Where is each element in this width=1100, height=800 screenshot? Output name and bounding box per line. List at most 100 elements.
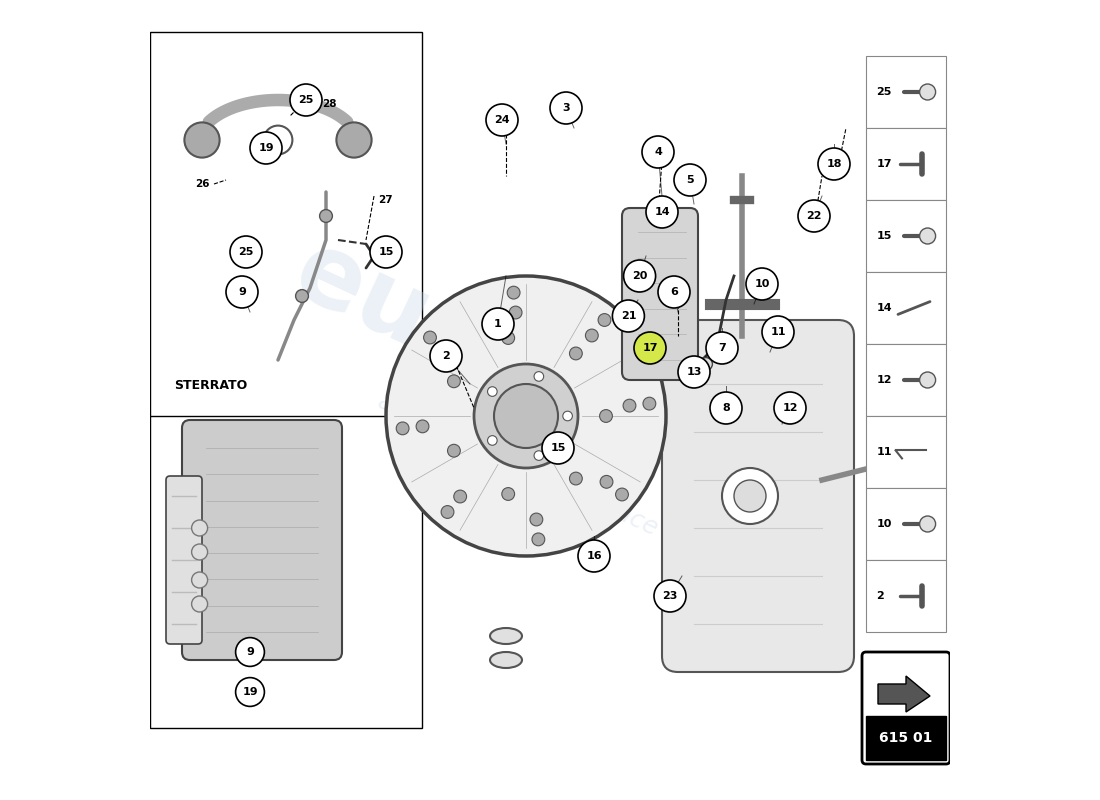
- Circle shape: [535, 372, 543, 382]
- Circle shape: [386, 276, 666, 556]
- Circle shape: [644, 398, 656, 410]
- Text: 5: 5: [686, 175, 694, 185]
- Text: 22: 22: [806, 211, 822, 221]
- Circle shape: [624, 260, 656, 292]
- FancyBboxPatch shape: [866, 56, 946, 128]
- Circle shape: [482, 308, 514, 340]
- Circle shape: [601, 475, 613, 488]
- Circle shape: [487, 386, 497, 396]
- Text: 15: 15: [378, 247, 394, 257]
- Text: 14: 14: [654, 207, 670, 217]
- Circle shape: [774, 392, 806, 424]
- Circle shape: [191, 544, 208, 560]
- Text: 2: 2: [877, 591, 884, 601]
- Circle shape: [563, 411, 572, 421]
- Text: europarts: europarts: [279, 223, 821, 545]
- FancyBboxPatch shape: [866, 488, 946, 560]
- Text: 20: 20: [631, 271, 647, 281]
- Text: 15: 15: [550, 443, 565, 453]
- Circle shape: [337, 122, 372, 158]
- Text: 1: 1: [494, 319, 502, 329]
- Circle shape: [874, 452, 898, 476]
- Text: 16: 16: [586, 551, 602, 561]
- Circle shape: [424, 331, 437, 344]
- Circle shape: [430, 340, 462, 372]
- Circle shape: [290, 84, 322, 116]
- Text: 21: 21: [620, 311, 636, 321]
- Text: 11: 11: [877, 447, 892, 457]
- Text: 28: 28: [322, 99, 337, 109]
- Ellipse shape: [490, 652, 522, 668]
- Circle shape: [191, 572, 208, 588]
- Circle shape: [509, 306, 522, 319]
- Circle shape: [502, 487, 515, 500]
- FancyBboxPatch shape: [150, 32, 422, 424]
- Circle shape: [226, 276, 258, 308]
- Text: 19: 19: [258, 143, 274, 153]
- Circle shape: [634, 332, 665, 364]
- Text: 27: 27: [378, 195, 393, 205]
- Circle shape: [616, 488, 628, 501]
- Circle shape: [722, 468, 778, 524]
- Circle shape: [598, 314, 611, 326]
- Text: 25: 25: [877, 87, 892, 97]
- FancyBboxPatch shape: [866, 200, 946, 272]
- Circle shape: [250, 132, 282, 164]
- Circle shape: [920, 516, 936, 532]
- Circle shape: [487, 436, 497, 446]
- Circle shape: [600, 410, 613, 422]
- Circle shape: [920, 228, 936, 244]
- Polygon shape: [878, 676, 930, 712]
- Text: 24: 24: [494, 115, 509, 125]
- Text: 17: 17: [642, 343, 658, 353]
- Text: 13: 13: [686, 367, 702, 377]
- Text: 615 01: 615 01: [879, 731, 933, 746]
- Ellipse shape: [498, 308, 658, 532]
- Circle shape: [570, 472, 582, 485]
- FancyBboxPatch shape: [166, 476, 202, 644]
- Circle shape: [486, 104, 518, 136]
- Circle shape: [658, 276, 690, 308]
- Text: 9: 9: [238, 287, 246, 297]
- Circle shape: [441, 506, 454, 518]
- Circle shape: [710, 392, 742, 424]
- Circle shape: [613, 300, 645, 332]
- Text: 9: 9: [246, 647, 254, 657]
- Circle shape: [320, 210, 332, 222]
- Circle shape: [646, 196, 678, 228]
- Circle shape: [746, 268, 778, 300]
- Circle shape: [623, 399, 636, 412]
- Text: 2: 2: [442, 351, 450, 361]
- FancyBboxPatch shape: [182, 420, 342, 660]
- FancyBboxPatch shape: [866, 128, 946, 200]
- Text: 25: 25: [239, 247, 254, 257]
- Circle shape: [585, 329, 598, 342]
- Circle shape: [734, 480, 766, 512]
- Circle shape: [454, 490, 466, 503]
- Text: 12: 12: [877, 375, 892, 385]
- Circle shape: [396, 422, 409, 434]
- Circle shape: [296, 290, 308, 302]
- Circle shape: [700, 358, 713, 370]
- Circle shape: [570, 347, 582, 360]
- Circle shape: [642, 136, 674, 168]
- Circle shape: [235, 678, 264, 706]
- Text: 6: 6: [670, 287, 678, 297]
- Text: 19: 19: [242, 687, 257, 697]
- FancyBboxPatch shape: [866, 560, 946, 632]
- Circle shape: [542, 432, 574, 464]
- Circle shape: [416, 420, 429, 433]
- Circle shape: [191, 596, 208, 612]
- Text: 3: 3: [562, 103, 570, 113]
- Text: 17: 17: [877, 159, 892, 169]
- Circle shape: [654, 580, 686, 612]
- Circle shape: [507, 286, 520, 299]
- Text: 4: 4: [654, 147, 662, 157]
- Text: 10: 10: [755, 279, 770, 289]
- Circle shape: [370, 236, 402, 268]
- Circle shape: [530, 513, 542, 526]
- Text: 12: 12: [782, 403, 797, 413]
- FancyBboxPatch shape: [866, 416, 946, 488]
- Circle shape: [920, 372, 936, 388]
- Text: 7: 7: [718, 343, 726, 353]
